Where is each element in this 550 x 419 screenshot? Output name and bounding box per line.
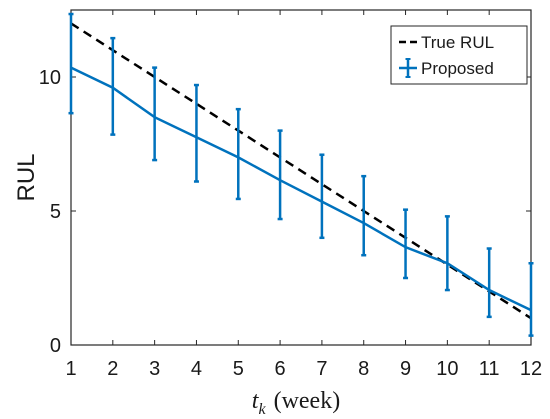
legend-item: True RUL xyxy=(399,33,494,52)
axes-box xyxy=(70,9,532,346)
plot-area xyxy=(70,9,532,346)
x-axis-label-sub: k xyxy=(258,401,266,418)
error-bar xyxy=(486,247,492,319)
error-bar xyxy=(110,36,116,136)
x-axis-label: tk (week) xyxy=(252,388,340,418)
y-tick-label: 10 xyxy=(39,67,61,89)
x-tick-label: 9 xyxy=(400,358,411,380)
legend-item: Proposed xyxy=(399,58,494,78)
error-bar xyxy=(403,208,409,280)
x-tick-label: 8 xyxy=(358,358,369,380)
series-proposed xyxy=(68,12,534,337)
x-tick-label: 4 xyxy=(191,358,202,380)
x-tick-label: 6 xyxy=(275,358,286,380)
x-tick-label: 12 xyxy=(520,358,542,380)
error-bar xyxy=(528,262,534,337)
series-line xyxy=(70,66,532,312)
error-bar xyxy=(319,153,325,240)
legend: True RUL Proposed xyxy=(390,25,528,85)
x-tick-label: 5 xyxy=(233,358,244,380)
y-tick-label: 5 xyxy=(50,201,61,223)
error-bar xyxy=(361,174,367,257)
series-layer xyxy=(68,12,534,337)
error-bar xyxy=(277,129,283,221)
legend-label: Proposed xyxy=(421,59,494,78)
x-tick-label: 2 xyxy=(107,358,118,380)
y-axis-label: RUL xyxy=(13,153,40,201)
error-bar xyxy=(444,215,450,292)
error-bar xyxy=(193,83,199,183)
x-tick-label: 11 xyxy=(479,358,500,380)
x-tick-label: 10 xyxy=(436,358,458,380)
error-bar xyxy=(68,12,74,115)
error-bar xyxy=(235,107,241,201)
x-axis-label-var: t xyxy=(252,388,260,414)
y-tick-label: 0 xyxy=(50,335,61,357)
x-tick-label: 7 xyxy=(316,358,327,380)
x-tick-label: 3 xyxy=(149,358,160,380)
x-axis-label-unit: (week) xyxy=(274,388,341,414)
x-tick-label: 1 xyxy=(65,358,76,380)
error-bar xyxy=(152,66,158,162)
legend-label: True RUL xyxy=(421,33,494,52)
legend-box xyxy=(390,25,528,85)
